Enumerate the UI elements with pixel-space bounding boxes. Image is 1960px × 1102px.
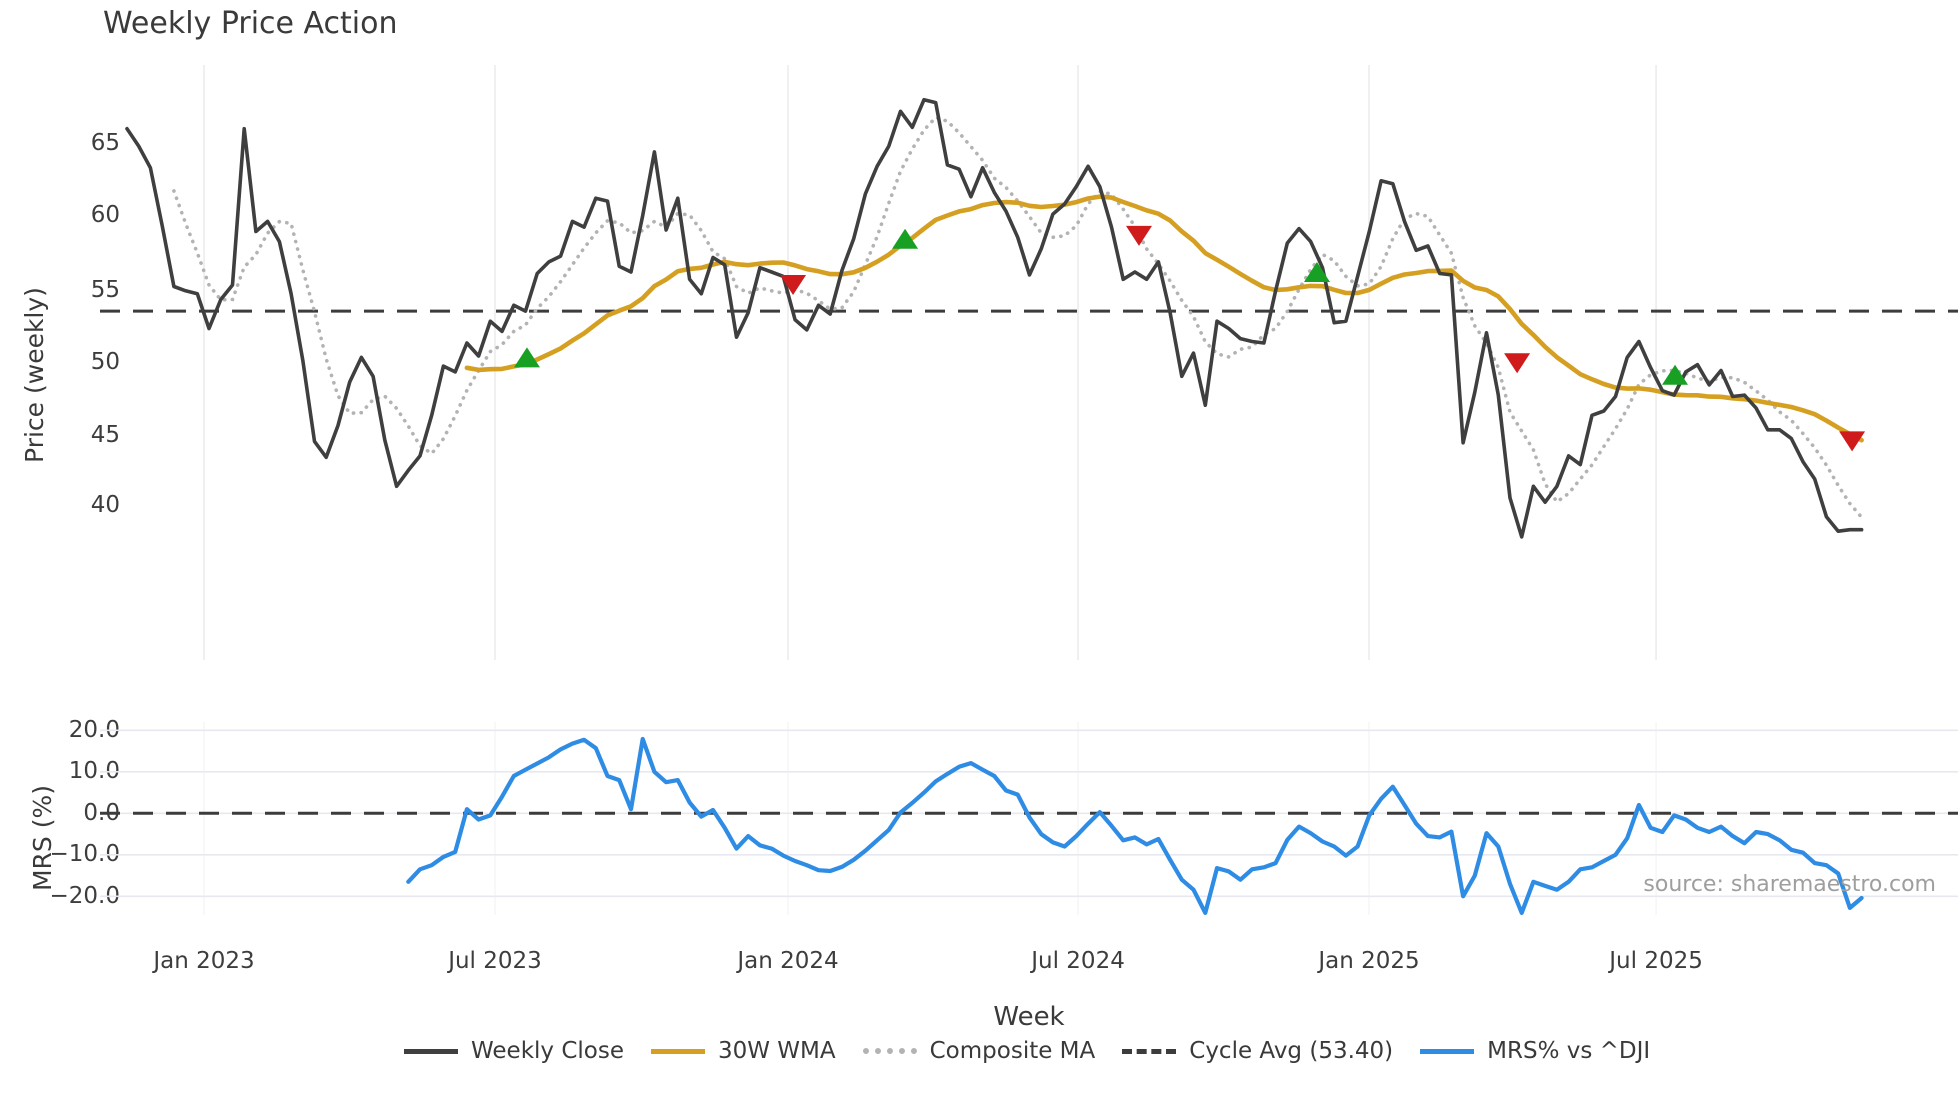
x-tick-jan-2025: Jan 2025: [1318, 948, 1420, 974]
weekly-close-line-swatch-icon: [404, 1048, 458, 1054]
chart-legend: Weekly Close 30W WMA Composite MA Cycle …: [404, 1038, 1650, 1064]
x-tick-jul-2025: Jul 2025: [1609, 948, 1703, 974]
x-axis-title: Week: [993, 1002, 1065, 1032]
mrs-tick-10: 10.0: [68, 758, 120, 784]
x-tick-jan-2024: Jan 2024: [737, 948, 839, 974]
composite-ma-dotted-swatch-icon: [862, 1048, 917, 1054]
source-note: source: sharemaestro.com: [1643, 872, 1936, 897]
price-tick-60: 60: [90, 202, 120, 228]
legend-label: 30W WMA: [717, 1038, 836, 1064]
wma-line-swatch-icon: [650, 1048, 705, 1054]
legend-item-mrs: MRS% vs ^DJI: [1420, 1038, 1650, 1064]
price-tick-45: 45: [90, 422, 120, 448]
legend-item-composite-ma: Composite MA: [862, 1038, 1096, 1064]
legend-item-30w-wma: 30W WMA: [650, 1038, 836, 1064]
cycle-avg-dashed-swatch-icon: [1122, 1048, 1177, 1054]
mrs-tick-neg10: −10.0: [49, 841, 120, 867]
x-tick-jul-2023: Jul 2023: [448, 948, 542, 974]
x-tick-jul-2024: Jul 2024: [1031, 948, 1125, 974]
price-tick-65: 65: [90, 130, 120, 156]
legend-label: MRS% vs ^DJI: [1487, 1038, 1651, 1064]
legend-label: Composite MA: [929, 1038, 1096, 1064]
page-title: Weekly Price Action: [103, 6, 398, 41]
price-tick-55: 55: [90, 277, 120, 303]
price-panel-plot: [100, 65, 1958, 660]
legend-label: Weekly Close: [471, 1038, 624, 1064]
legend-item-weekly-close: Weekly Close: [404, 1038, 624, 1064]
mrs-line-swatch-icon: [1420, 1048, 1475, 1054]
legend-label: Cycle Avg (53.40): [1189, 1038, 1394, 1064]
x-tick-jan-2023: Jan 2023: [153, 948, 255, 974]
price-tick-50: 50: [90, 349, 120, 375]
legend-item-cycle-avg: Cycle Avg (53.40): [1122, 1038, 1393, 1064]
price-tick-40: 40: [90, 492, 120, 518]
mrs-panel-plot: [100, 722, 1958, 915]
